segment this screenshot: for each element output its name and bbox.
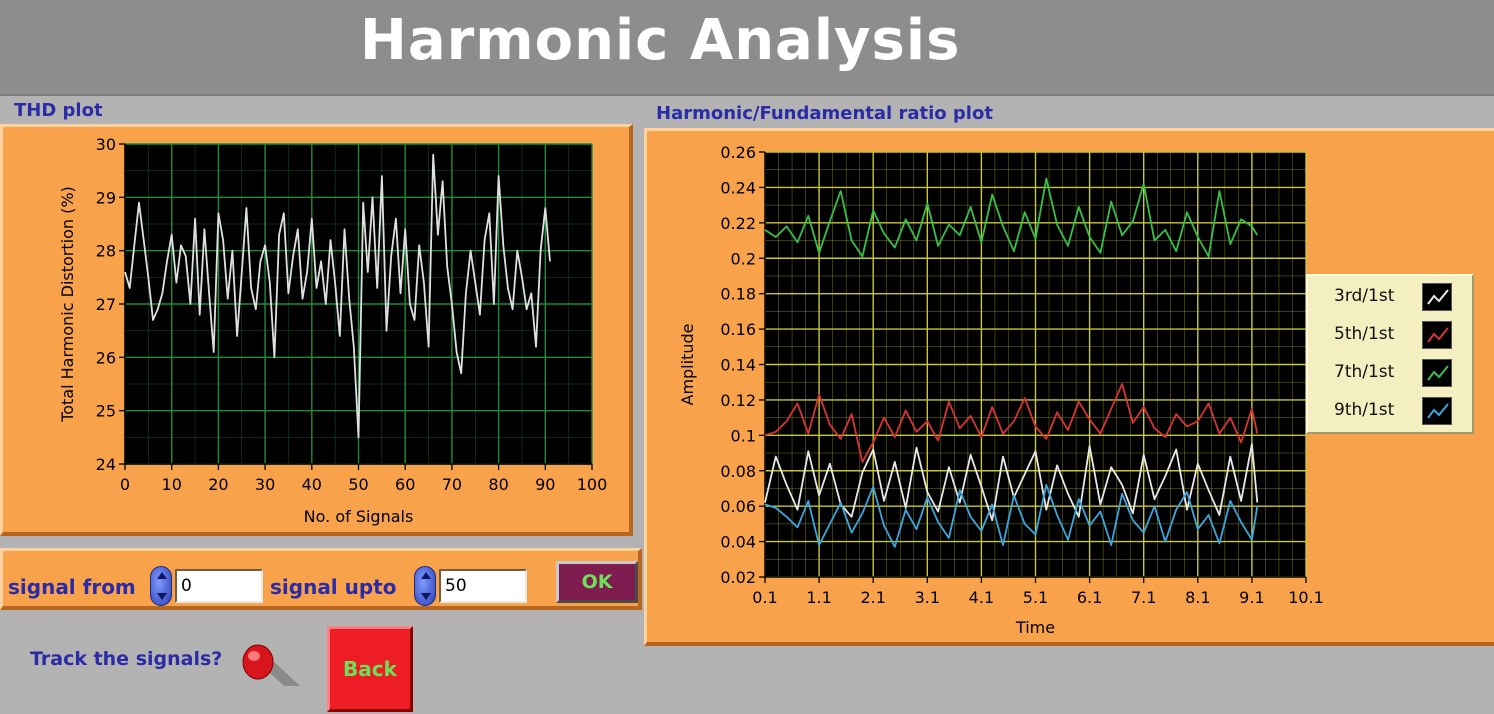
- ratio-x-tick-label: 4.1: [969, 588, 994, 607]
- ratio-x-tick-label: 0.1: [752, 588, 777, 607]
- ratio-series-line-5th-1st: [764, 383, 1259, 463]
- ratio-x-tick-label: 5.1: [1023, 588, 1048, 607]
- thd-x-tick-label: 0: [120, 475, 130, 494]
- ratio-x-tick-label: 2.1: [860, 588, 885, 607]
- legend-item-9th: 9th/1st: [1308, 392, 1474, 430]
- app-title: Harmonic Analysis: [360, 8, 961, 73]
- back-button[interactable]: Back: [327, 626, 413, 712]
- thd-y-tick-label: 25: [96, 402, 116, 421]
- signal-range-panel: [0, 548, 642, 610]
- ratio-y-tick-label: 0.02: [720, 568, 756, 587]
- thd-plot-label: THD plot: [14, 100, 103, 121]
- thd-y-tick-label: 30: [96, 135, 116, 154]
- legend-item-5th: 5th/1st: [1308, 316, 1474, 354]
- ratio-series-line-7th-1st: [764, 177, 1259, 258]
- ratio-x-tick-label: 7.1: [1131, 588, 1156, 607]
- thd-y-tick-label: 24: [96, 455, 116, 474]
- signal-from-input[interactable]: [175, 569, 263, 603]
- ratio-x-axis-label: Time: [1015, 618, 1055, 637]
- ratio-x-tick-label: 9.1: [1239, 588, 1264, 607]
- ratio-y-tick-label: 0.26: [720, 143, 756, 162]
- red-toggle-switch-icon[interactable]: [240, 638, 302, 690]
- ok-button[interactable]: OK: [556, 561, 638, 603]
- ratio-y-tick-label: 0.24: [720, 178, 756, 197]
- thd-x-tick-label: 40: [302, 475, 322, 494]
- thd-x-tick-label: 60: [395, 475, 415, 494]
- thd-x-tick-label: 90: [535, 475, 555, 494]
- plot-legend: 3rd/1st 5th/1st 7th/1st 9th/1st: [1306, 274, 1474, 434]
- ratio-y-tick-label: 0.08: [720, 462, 756, 481]
- ratio-x-tick-label: 6.1: [1077, 588, 1102, 607]
- thd-y-tick-label: 29: [96, 188, 116, 207]
- ratio-series-line-9th-1st: [764, 483, 1259, 548]
- thd-x-tick-label: 70: [442, 475, 462, 494]
- track-signals-label: Track the signals?: [30, 648, 223, 670]
- thd-y-tick-label: 28: [96, 242, 116, 261]
- legend-swatch-9th: [1422, 397, 1452, 425]
- ratio-chart: 0.1 1.1 2.1 3.1 4.1 5.1 6.1 7.1 8.1 9.1 10.10.020.…: [678, 143, 1324, 637]
- thd-x-tick-label: 30: [255, 475, 275, 494]
- legend-swatch-7th: [1422, 359, 1452, 387]
- legend-label-3rd: 3rd/1st: [1334, 286, 1395, 306]
- legend-item-7th: 7th/1st: [1308, 354, 1474, 392]
- thd-x-tick-label: 10: [162, 475, 182, 494]
- thd-y-tick-label: 26: [96, 348, 116, 367]
- thd-series-line-0: [124, 153, 551, 439]
- ratio-y-tick-label: 0.1: [731, 426, 756, 445]
- ratio-y-axis-label: Amplitude: [678, 324, 697, 406]
- thd-y-tick-label: 27: [96, 295, 116, 314]
- ratio-x-tick-label: 10.1: [1288, 588, 1324, 607]
- legend-label-7th: 7th/1st: [1334, 362, 1395, 382]
- ratio-y-tick-label: 0.12: [720, 391, 756, 410]
- thd-x-axis-label: No. of Signals: [304, 507, 414, 526]
- thd-chart: 0 10 20 30 40 50 60 70 80 90 100 24 25 26 27 28 29 30 No. …: [58, 135, 608, 526]
- signal-upto-spinner[interactable]: [414, 566, 436, 606]
- thd-y-axis-label: Total Harmonic Distortion (%): [58, 186, 77, 423]
- legend-swatch-5th: [1422, 321, 1452, 349]
- thd-x-tick-label: 100: [577, 475, 608, 494]
- ratio-x-tick-label: 3.1: [915, 588, 940, 607]
- ratio-y-tick-label: 0.2: [731, 249, 756, 268]
- ratio-x-tick-label: 8.1: [1185, 588, 1210, 607]
- thd-x-tick-label: 20: [208, 475, 228, 494]
- signal-from-spinner[interactable]: [150, 566, 172, 606]
- legend-item-3rd: 3rd/1st: [1308, 278, 1474, 316]
- signal-upto-label: signal upto: [270, 575, 397, 599]
- signal-upto-input[interactable]: [439, 569, 527, 603]
- title-bar: Harmonic Analysis: [0, 0, 1494, 96]
- legend-label-9th: 9th/1st: [1334, 400, 1395, 420]
- legend-label-5th: 5th/1st: [1334, 324, 1395, 344]
- ratio-plot-label: Harmonic/Fundamental ratio plot: [656, 103, 993, 124]
- thd-plot-panel: 0 10 20 30 40 50 60 70 80 90 100 24 25 26 27 28 29 30 No. …: [0, 124, 633, 536]
- signal-from-label: signal from: [8, 575, 136, 599]
- thd-x-tick-label: 50: [348, 475, 368, 494]
- ratio-x-tick-label: 1.1: [806, 588, 831, 607]
- ratio-y-tick-label: 0.06: [720, 497, 756, 516]
- ratio-y-tick-label: 0.18: [720, 285, 756, 304]
- legend-swatch-3rd: [1422, 283, 1452, 311]
- ratio-y-tick-label: 0.22: [720, 214, 756, 233]
- ratio-y-tick-label: 0.16: [720, 320, 756, 339]
- ratio-y-tick-label: 0.04: [720, 533, 756, 552]
- thd-x-tick-label: 80: [488, 475, 508, 494]
- ratio-y-tick-label: 0.14: [720, 356, 756, 375]
